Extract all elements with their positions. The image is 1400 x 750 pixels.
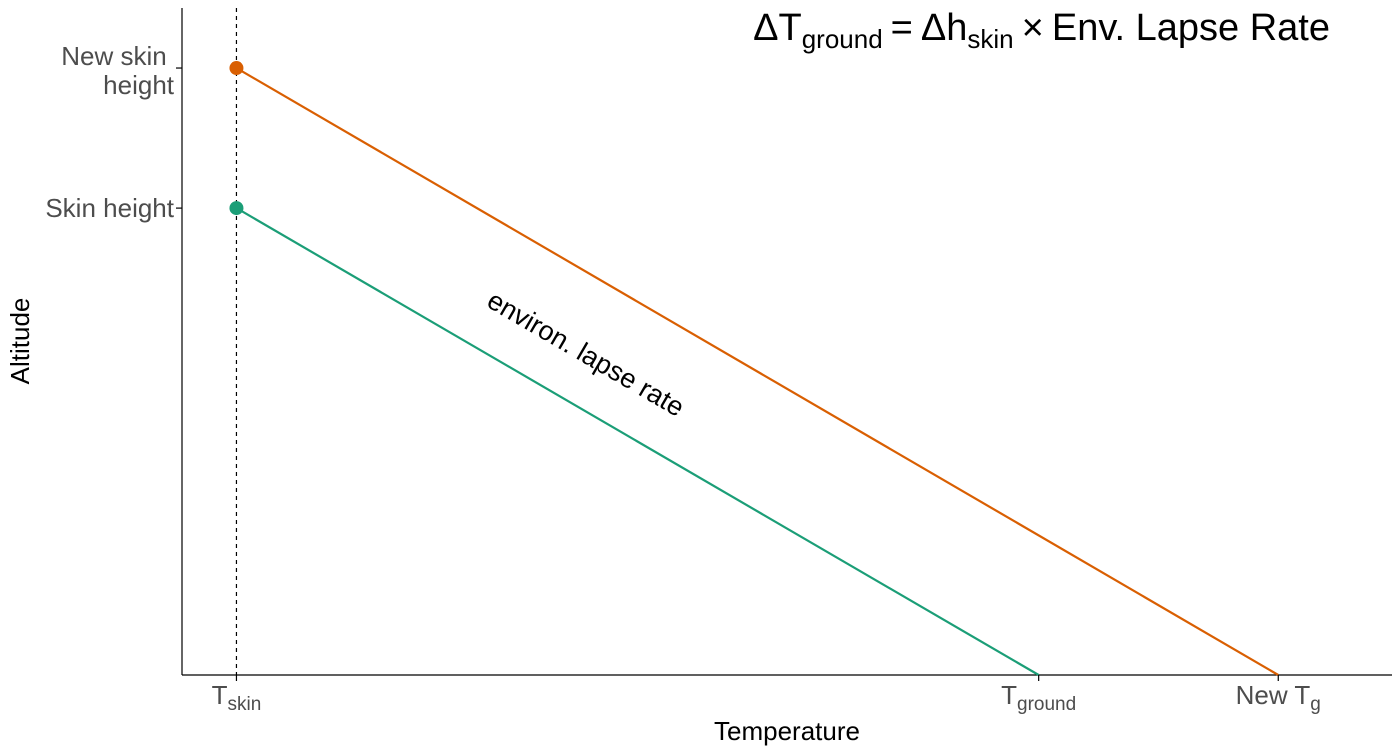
y-tick-label-skin-height: Skin height bbox=[45, 193, 174, 223]
x-axis-title: Temperature bbox=[714, 716, 860, 746]
equation-label: ΔTground = Δhskin × Env. Lapse Rate bbox=[753, 7, 1330, 54]
x-tick-label-t-skin: Tskin bbox=[212, 680, 262, 715]
x-tick-label-new-t-g: New Tg bbox=[1236, 680, 1321, 715]
x-tick-label-t-ground: Tground bbox=[1001, 680, 1076, 715]
series-teal-start-point bbox=[229, 201, 244, 216]
y-tick-label-new-skin-height: New skin height bbox=[61, 41, 174, 100]
series-orange-line bbox=[235, 67, 1279, 676]
lapse-rate-annotation: environ. lapse rate bbox=[482, 285, 689, 423]
series-orange-start-point bbox=[229, 61, 244, 76]
y-axis-title: Altitude bbox=[5, 298, 35, 385]
series-teal-line bbox=[235, 207, 1040, 676]
